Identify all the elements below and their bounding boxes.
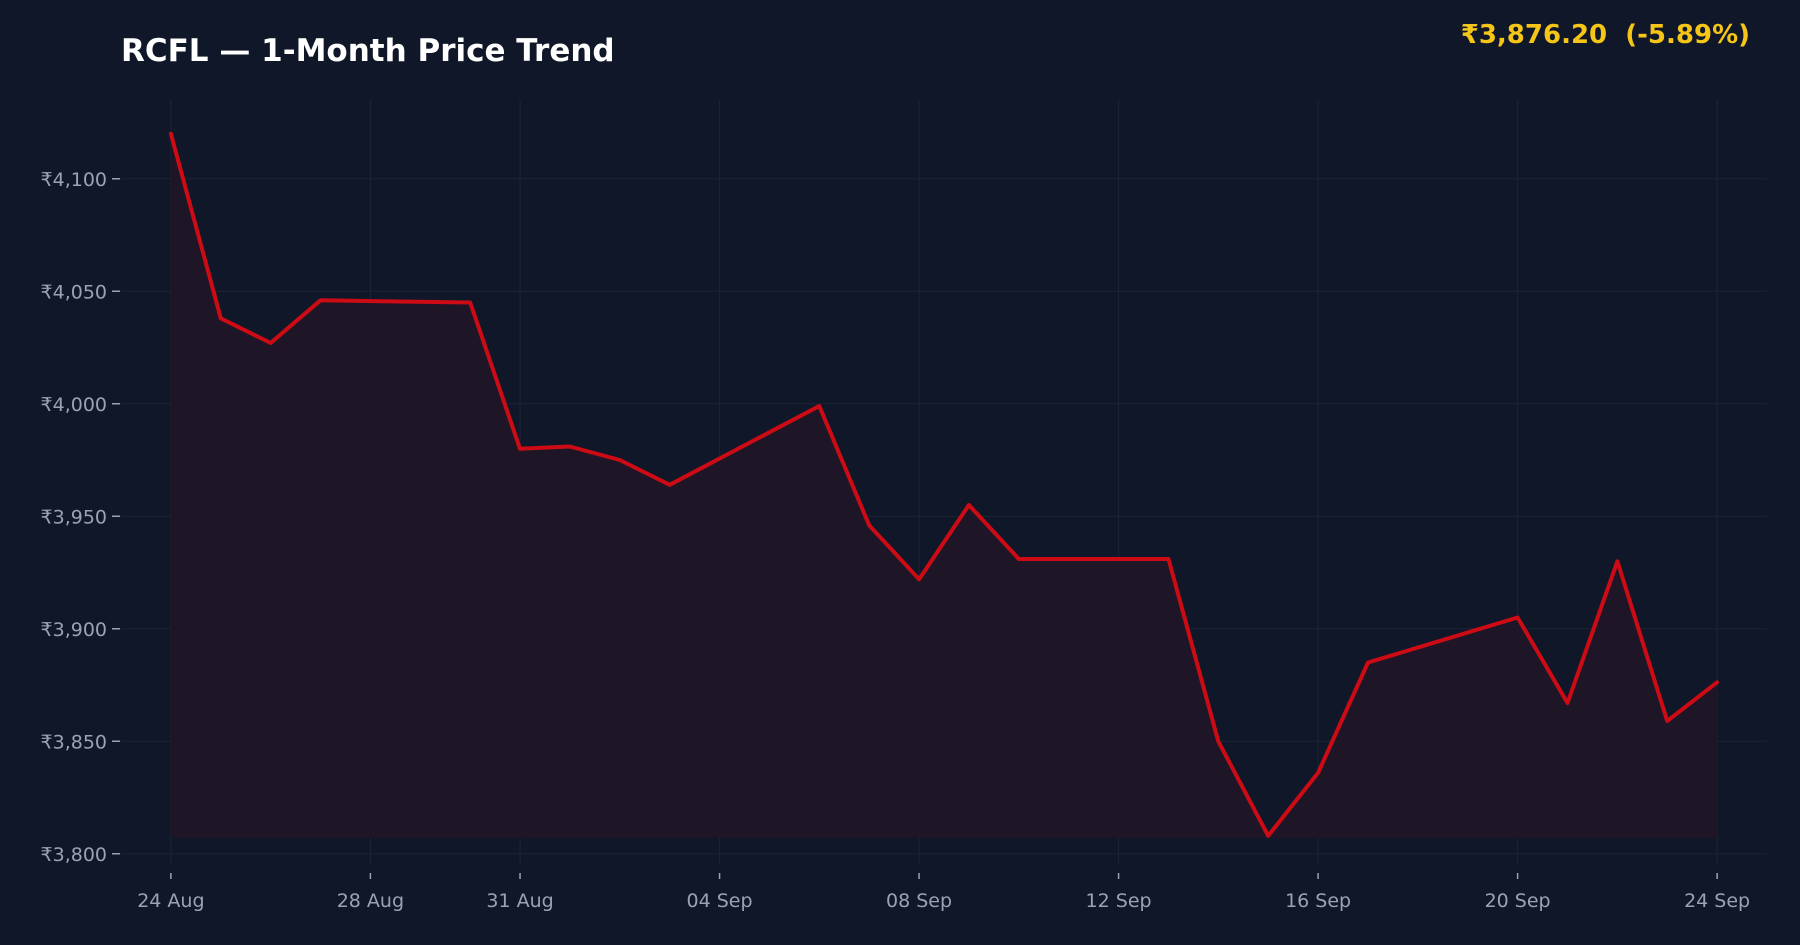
axes: 24 Aug 28 Aug 31 Aug 04 Sep 08 Sep 12 Sep 16 S… xyxy=(41,169,1751,912)
y-tick-label: ₹3,850 xyxy=(41,731,107,753)
x-tick-label: 24 Sep xyxy=(1684,890,1750,912)
series-area xyxy=(170,133,1718,839)
y-tick-label: ₹4,000 xyxy=(41,394,107,416)
x-tick-label: 16 Sep xyxy=(1285,890,1351,912)
y-tick-label: ₹3,950 xyxy=(41,506,107,528)
x-tick-label: 28 Aug xyxy=(337,890,404,912)
y-tick-label: ₹3,800 xyxy=(41,844,107,866)
x-tick-label: 31 Aug xyxy=(486,890,553,912)
x-tick-label: 20 Sep xyxy=(1485,890,1551,912)
x-tick-label: 08 Sep xyxy=(886,890,952,912)
area-fill xyxy=(170,133,1718,839)
price-change-badge: ₹3,876.20 (-5.89%) xyxy=(1460,20,1750,50)
series-line xyxy=(168,131,1720,838)
x-tick-label: 24 Aug xyxy=(137,890,204,912)
x-tick-label: 12 Sep xyxy=(1086,890,1152,912)
y-tick-label: ₹4,100 xyxy=(41,169,107,191)
chart-title: RCFL — 1-Month Price Trend xyxy=(121,33,615,69)
y-tick-label: ₹3,900 xyxy=(41,619,107,641)
x-tick-label: 04 Sep xyxy=(687,890,753,912)
y-tick-label: ₹4,050 xyxy=(41,281,107,303)
price-line xyxy=(168,131,1720,838)
